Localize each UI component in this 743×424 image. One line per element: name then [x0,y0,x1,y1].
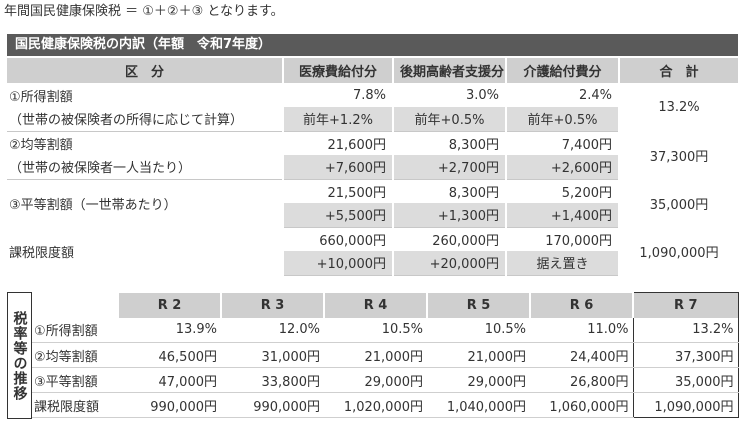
table-row: ①所得割額 13.9% 12.0% 10.5% 10.5% 11.0% 13.2… [32,317,739,343]
trend-header-row: R 2 R 3 R 4 R 5 R 6 R 7 [32,292,739,318]
row-label: 課税限度額 [32,392,118,418]
cell-value: 170,000円 [506,227,620,251]
table-row: 課税限度額 660,000円 260,000円 170,000円 1,090,0… [7,227,738,275]
row-label: ③平等割額 [32,367,118,393]
cell-value: 29,000円 [324,367,427,393]
cell-value: 13.9% [118,317,221,343]
cell-value: 8,300円 [393,131,507,155]
cell-value: 11.0% [530,317,633,343]
header-year: R 4 [324,292,428,318]
cell-total: 37,300円 [649,149,709,165]
header-elderly-support: 後期高齢者支援分 [393,58,507,83]
header-year: R 2 [118,292,222,318]
cell-value: 21,000円 [324,342,427,368]
section-title: 国民健康保険税の内訳（年額 令和7年度） [7,34,738,56]
table-row: ②均等割額 21,600円 8,300円 7,400円 37,300円 [7,131,738,165]
cell-change: 前年+1.2% [283,107,394,132]
cell-value: 1,020,000円 [324,392,427,418]
cell-total: 13.2% [658,99,700,115]
table-row: 課税限度額 990,000円 990,000円 1,020,000円 1,040… [32,392,739,418]
cell-value-current: 1,090,000円 [632,392,739,418]
cell-change: +2,600円 [506,155,620,180]
cell-change: +5,500円 [283,203,394,228]
row-label: ①所得割額 [7,83,284,107]
cell-value: 2.4% [506,83,620,107]
header-blank [32,292,119,318]
row-sublabel: （世帯の被保険者一人当たり） [7,155,284,180]
header-total: 合 計 [619,58,738,83]
row-label: 課税限度額 [7,227,284,275]
header-year: R 5 [427,292,531,318]
cell-value: 47,000円 [118,367,221,393]
header-medical: 医療費給付分 [283,58,394,83]
trend-side-text: 税率等の推移 [11,310,28,401]
row-label: ③平等割額（一世帯あたり） [7,179,284,227]
table-row: （世帯の被保険者一人当たり） +7,600円 +2,700円 +2,600円 [7,155,738,180]
header-year-current: R 7 [632,292,739,318]
row-sublabel: （世帯の被保険者の所得に応じて計算） [7,107,284,132]
breakdown-header-row: 区 分 医療費給付分 後期高齢者支援分 介護給付費分 合 計 [7,58,738,83]
row-label: ①所得割額 [32,317,118,343]
table-row: ③平等割額 47,000円 33,800円 29,000円 29,000円 26… [32,367,739,393]
cell-value: 10.5% [324,317,427,343]
intro-text: 年間国民健康保険税 ＝ ①＋②＋③ となります。 [4,4,284,19]
cell-value: 1,060,000円 [530,392,633,418]
header-care: 介護給付費分 [506,58,620,83]
rate-trend-table: R 2 R 3 R 4 R 5 R 6 R 7 ①所得割額 13.9% 12.0… [32,292,739,418]
cell-value: 29,000円 [427,367,530,393]
cell-change: 前年+0.5% [506,107,620,132]
cell-change: +10,000円 [283,251,394,276]
breakdown-table: 区 分 医療費給付分 後期高齢者支援分 介護給付費分 合 計 ①所得割額 7.8… [7,58,738,276]
cell-value: 990,000円 [221,392,324,418]
table-row: ①所得割額 7.8% 3.0% 2.4% 13.2% [7,83,738,115]
cell-change: +2,700円 [393,155,507,180]
cell-value: 5,200円 [506,179,620,203]
cell-value: 26,800円 [530,367,633,393]
cell-value-current: 37,300円 [632,342,739,368]
cell-total: 35,000円 [649,197,709,213]
cell-total: 1,090,000円 [639,245,719,261]
cell-value: 8,300円 [393,179,507,203]
table-row: +5,500円 +1,300円 +1,400円 [7,203,738,228]
cell-value: 21,600円 [283,131,394,155]
cell-value: 12.0% [221,317,324,343]
cell-value: 990,000円 [118,392,221,418]
table-row: ②均等割額 46,500円 31,000円 21,000円 21,000円 24… [32,342,739,368]
cell-value: 21,000円 [427,342,530,368]
cell-change: +20,000円 [393,251,507,276]
cell-value: 10.5% [427,317,530,343]
cell-value: 1,040,000円 [427,392,530,418]
header-year: R 3 [221,292,325,318]
table-row: +10,000円 +20,000円 据え置き [7,251,738,276]
cell-value: 660,000円 [283,227,394,251]
cell-value: 24,400円 [530,342,633,368]
trend-side-label: 税率等の推移 [7,292,32,419]
cell-change: +1,400円 [506,203,620,228]
header-category: 区 分 [7,58,284,83]
cell-value: 21,500円 [283,179,394,203]
row-label: ②均等割額 [32,342,118,368]
cell-value: 3.0% [393,83,507,107]
cell-value: 31,000円 [221,342,324,368]
table-row: ③平等割額（一世帯あたり） 21,500円 8,300円 5,200円 35,0… [7,179,738,227]
cell-value: 33,800円 [221,367,324,393]
cell-value: 260,000円 [393,227,507,251]
cell-change: 前年+0.5% [393,107,507,132]
cell-value: 46,500円 [118,342,221,368]
cell-change: +1,300円 [393,203,507,228]
row-label: ②均等割額 [7,131,284,155]
cell-value: 7,400円 [506,131,620,155]
cell-change: 据え置き [506,251,620,276]
header-year: R 6 [530,292,634,318]
table-row: （世帯の被保険者の所得に応じて計算） 前年+1.2% 前年+0.5% 前年+0.… [7,107,738,132]
cell-value: 7.8% [283,83,394,107]
cell-value-current: 13.2% [632,317,739,343]
cell-change: +7,600円 [283,155,394,180]
cell-value-current: 35,000円 [632,367,739,393]
